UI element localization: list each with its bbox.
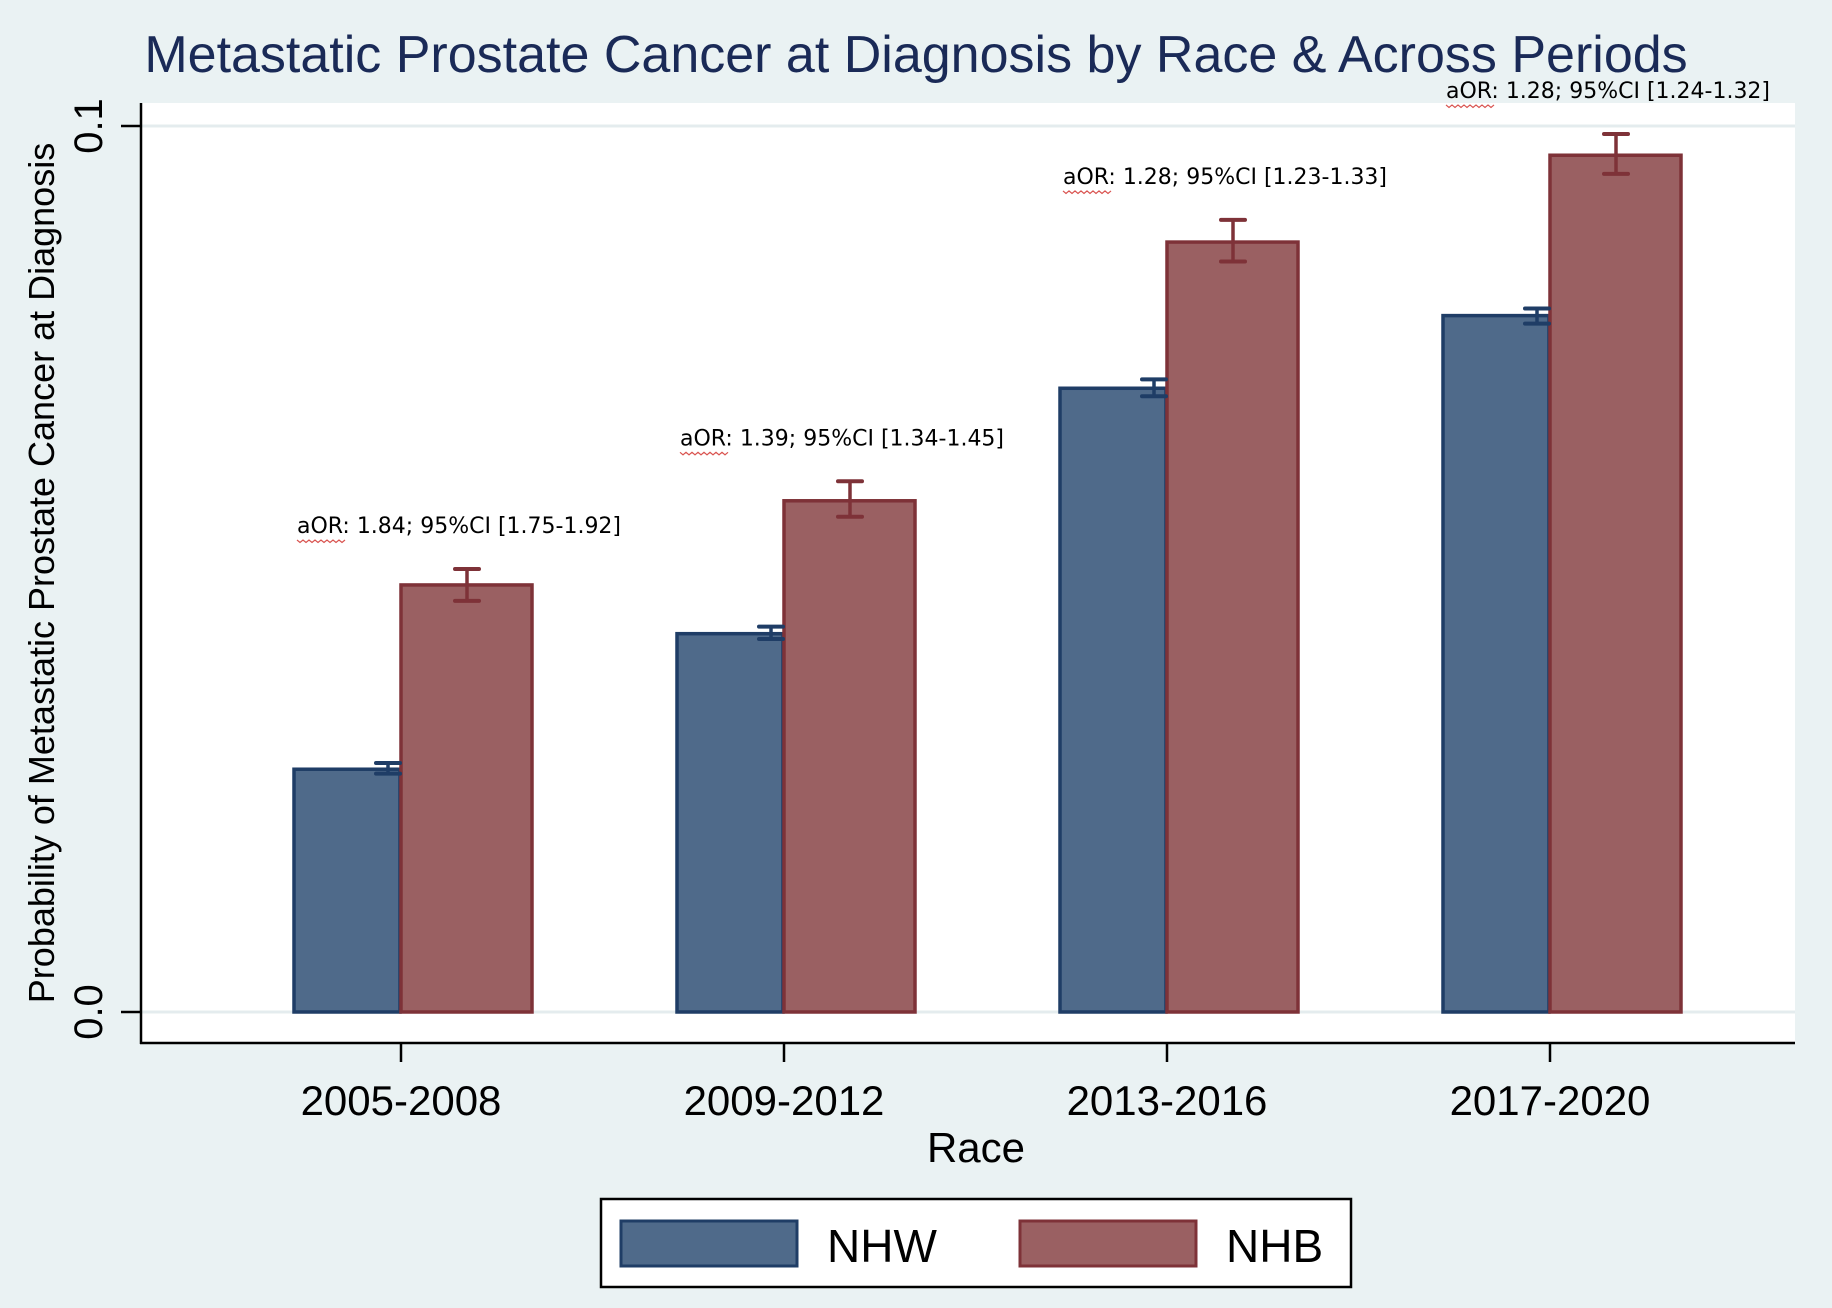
legend-label-nhb: NHB: [1226, 1220, 1323, 1272]
y-ticks: 0.0 0.1: [67, 98, 141, 1040]
y-axis-title: Probability of Metastatic Prostate Cance…: [21, 143, 62, 1003]
bar-nhw: [1441, 313, 1551, 1014]
x-tick-label: 2013-2016: [1067, 1077, 1268, 1124]
bars: [292, 153, 1683, 1014]
annotation-aor: aOR: 1.39; 95%CI [1.34-1.45]: [680, 426, 1004, 451]
y-tick-label: 0.1: [67, 98, 111, 154]
error-bar-nhb: [836, 479, 864, 519]
annotations: aOR: 1.84; 95%CI [1.75-1.92] aOR: 1.39; 9…: [296, 79, 1770, 544]
annotation-aor: aOR: 1.28; 95%CI [1.24-1.32]: [1446, 79, 1770, 104]
x-tick-label: 2005-2008: [301, 1077, 502, 1124]
bar-nhb: [399, 583, 534, 1014]
x-ticks: 2005-2008 2009-2012 2013-2016 2017-2020: [301, 1043, 1651, 1124]
x-axis-title: Race: [927, 1124, 1025, 1171]
spellcheck-underline: [1445, 104, 1495, 109]
bar-nhw: [1058, 386, 1168, 1014]
error-bar-nhb: [1219, 217, 1247, 264]
bar-nhb: [1548, 153, 1683, 1014]
legend-swatch-nhw: [619, 1219, 799, 1268]
error-bars: [374, 131, 1630, 776]
error-bar-nhw: [757, 624, 785, 641]
x-tick-label: 2017-2020: [1450, 1077, 1651, 1124]
legend-label-nhw: NHW: [827, 1220, 937, 1272]
error-bar-nhb: [453, 567, 481, 603]
x-tick-label: 2009-2012: [684, 1077, 885, 1124]
bar-nhw: [292, 767, 402, 1014]
annotation-aor: aOR: 1.84; 95%CI [1.75-1.92]: [297, 514, 621, 539]
error-bar-nhw: [1140, 377, 1168, 399]
legend-swatch-nhb: [1018, 1219, 1198, 1268]
bar-nhb: [1165, 240, 1300, 1014]
bar-nhw: [675, 631, 785, 1014]
bar-nhb: [782, 499, 917, 1014]
error-bar-nhb: [1602, 131, 1630, 176]
spellcheck-underline: [679, 451, 729, 456]
annotation-aor: aOR: 1.28; 95%CI [1.23-1.33]: [1063, 165, 1387, 190]
y-tick-label: 0.0: [67, 984, 111, 1040]
error-bar-nhw: [374, 761, 402, 776]
legend: NHW NHB: [599, 1197, 1353, 1289]
chart-title: Metastatic Prostate Cancer at Diagnosis …: [144, 26, 1687, 84]
spellcheck-underline: [296, 539, 346, 544]
error-bar-nhw: [1523, 306, 1551, 326]
spellcheck-underline: [1062, 190, 1112, 195]
